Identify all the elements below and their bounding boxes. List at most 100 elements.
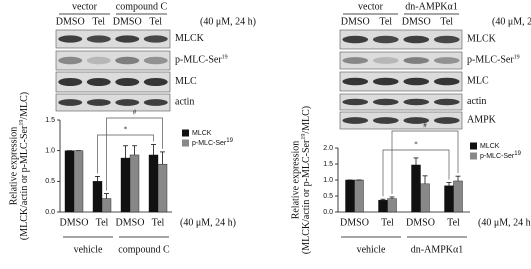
significance-mark: * bbox=[414, 141, 418, 149]
blot-strip bbox=[55, 71, 171, 93]
x-tick-label: DMSO bbox=[116, 217, 145, 228]
x-tick-label: Tel bbox=[381, 217, 394, 228]
significance-bracket bbox=[382, 149, 450, 197]
bar bbox=[444, 185, 454, 213]
blot-column-label: DMSO bbox=[402, 16, 431, 27]
text-part: actin bbox=[467, 96, 486, 107]
blot-row-label: AMPK bbox=[467, 115, 497, 126]
blot-band bbox=[115, 35, 140, 43]
text-part: MLC bbox=[467, 76, 489, 87]
bar bbox=[120, 157, 131, 213]
blot-row-label: MLC bbox=[467, 76, 489, 87]
blot-row-label: MLCK bbox=[467, 34, 497, 45]
blot-band bbox=[143, 56, 168, 65]
blot-column-label: Tel bbox=[440, 16, 453, 27]
y-tick-label: 0.5 bbox=[323, 193, 333, 200]
blot-group-label: compound C bbox=[116, 1, 168, 12]
blot-band bbox=[86, 99, 111, 106]
y-tick-label: 1.0 bbox=[323, 177, 333, 184]
text-part: (MLCK/actin or p-MLC-Ser bbox=[19, 125, 30, 240]
blot-group-label: vector bbox=[72, 1, 98, 12]
significance-bracket bbox=[391, 130, 459, 194]
blot-strip bbox=[339, 71, 463, 92]
legend-swatch bbox=[470, 152, 477, 160]
blot-group-label: vector bbox=[358, 1, 384, 12]
blot-band bbox=[433, 35, 460, 44]
blot-band bbox=[372, 77, 399, 86]
legend-label: MLCK bbox=[192, 130, 212, 137]
x-tick-label: DMSO bbox=[60, 217, 89, 228]
text-part: MLCK bbox=[192, 130, 212, 137]
blot-band bbox=[372, 98, 399, 106]
blot-strip bbox=[339, 51, 463, 70]
blot-band bbox=[143, 99, 168, 106]
bar bbox=[345, 179, 355, 213]
y-tick-label: 0.5 bbox=[45, 178, 55, 185]
blot-band bbox=[433, 117, 460, 124]
blot-band bbox=[115, 56, 140, 65]
blot-band bbox=[58, 99, 83, 106]
y-tick-label: 1.5 bbox=[45, 117, 55, 124]
legend-swatch bbox=[182, 139, 189, 147]
text-part: p-MLC-Ser bbox=[192, 140, 227, 147]
blot-column-label: DMSO bbox=[113, 16, 142, 27]
blot-condition: (40 μM, 24 h) bbox=[200, 16, 256, 27]
text-part: p-MLC-Ser bbox=[175, 55, 222, 66]
blot-band bbox=[372, 35, 399, 44]
y-tick-label: 0.0 bbox=[323, 209, 333, 216]
bar bbox=[387, 198, 397, 213]
blot-strip bbox=[339, 29, 463, 50]
y-tick-label: 2.0 bbox=[323, 145, 333, 152]
group-label: vehicle bbox=[74, 244, 103, 255]
blot-column-label: DMSO bbox=[56, 16, 85, 27]
legend-swatch bbox=[182, 129, 189, 137]
text-part: MLCK bbox=[175, 33, 205, 44]
x-tick-label: Tel bbox=[447, 217, 460, 228]
group-label: vehicle bbox=[357, 244, 386, 255]
significance-bracket bbox=[97, 134, 154, 174]
text-part: MLCK bbox=[480, 143, 500, 150]
bar bbox=[92, 181, 103, 213]
blot-band bbox=[143, 35, 168, 43]
x-tick-label: Tel bbox=[96, 217, 109, 228]
text-part: /MLC) bbox=[301, 106, 312, 134]
blot-strip bbox=[55, 93, 171, 112]
blot-band bbox=[403, 98, 430, 106]
blot-row-label: actin bbox=[467, 96, 486, 107]
legend-label: p-MLC-Ser19 bbox=[192, 138, 234, 147]
text-part: MLC bbox=[175, 76, 197, 87]
blot-band bbox=[403, 117, 430, 124]
blot-row-label: p-MLC-Ser19 bbox=[175, 55, 228, 66]
bar bbox=[129, 154, 140, 213]
blot-band bbox=[433, 57, 460, 64]
superscript: 19 bbox=[514, 151, 521, 157]
blot-band bbox=[372, 57, 399, 64]
blot-band bbox=[342, 117, 369, 124]
x-note: (40 μM, 24 h) bbox=[478, 217, 531, 228]
blot-row-label: MLCK bbox=[175, 33, 205, 44]
blot-strip bbox=[339, 93, 463, 111]
superscript: 19 bbox=[222, 55, 228, 61]
y-axis-title: (MLCK/actin or p-MLC-Ser19/MLC) bbox=[301, 106, 312, 254]
blot-row-label: actin bbox=[175, 97, 194, 108]
significance-mark: # bbox=[133, 109, 137, 117]
significance-mark: # bbox=[423, 122, 427, 130]
blot-band bbox=[342, 57, 369, 64]
y-tick-label: 1.0 bbox=[45, 148, 55, 155]
bar bbox=[148, 154, 159, 213]
group-label: compound C bbox=[118, 244, 170, 255]
superscript: 19 bbox=[514, 55, 520, 61]
significance-mark: * bbox=[124, 126, 128, 134]
y-axis-title: (MLCK/actin or p-MLC-Ser19/MLC) bbox=[19, 92, 30, 240]
blot-row-label: p-MLC-Ser19 bbox=[467, 55, 520, 66]
blot-column-label: Tel bbox=[92, 16, 105, 27]
y-axis-title: Relative expression bbox=[290, 141, 301, 220]
group-label: dn-AMPKα1 bbox=[411, 244, 463, 255]
blot-strip bbox=[339, 111, 463, 130]
blot-band bbox=[86, 56, 111, 65]
blot-column-label: Tel bbox=[379, 16, 392, 27]
x-note: (40 μM, 24 h) bbox=[180, 217, 236, 228]
blot-strip bbox=[55, 29, 171, 49]
y-tick-label: 0.0 bbox=[45, 209, 55, 216]
